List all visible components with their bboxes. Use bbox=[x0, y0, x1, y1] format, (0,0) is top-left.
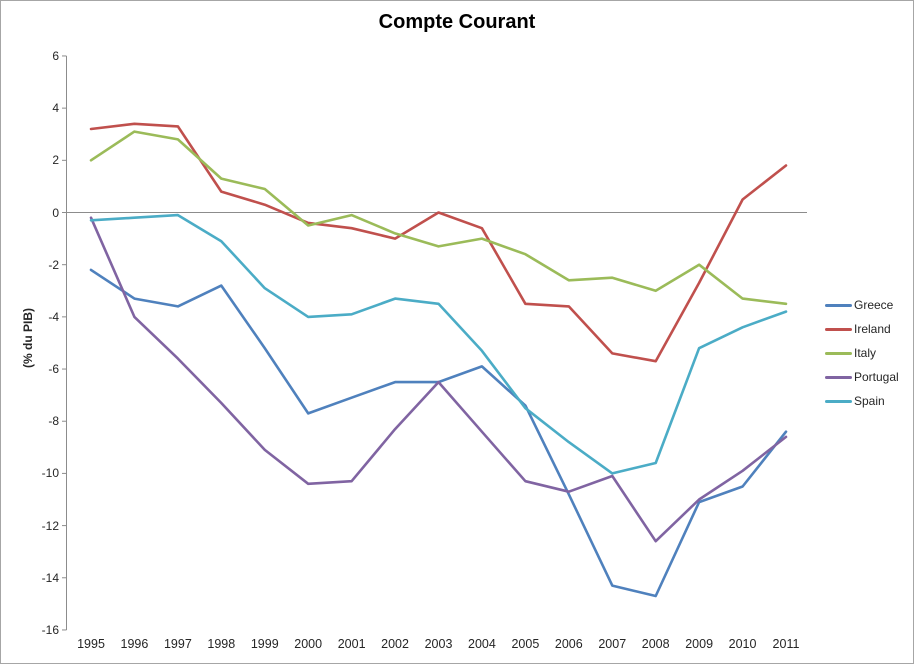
y-tick-label--6: -6 bbox=[48, 362, 59, 377]
y-tick-label-6: 6 bbox=[52, 48, 59, 63]
x-tick-label-1995: 1995 bbox=[77, 637, 105, 651]
legend-label-ireland: Ireland bbox=[854, 322, 891, 336]
series-line-greece bbox=[89, 268, 788, 598]
x-tick-label-2000: 2000 bbox=[294, 637, 323, 651]
y-tick-label-2: 2 bbox=[52, 153, 59, 168]
legend-item-spain: Spain bbox=[825, 389, 899, 413]
series-line-ireland bbox=[89, 122, 788, 363]
y-tick-label-4: 4 bbox=[52, 101, 59, 116]
x-tick-label-2011: 2011 bbox=[772, 637, 800, 651]
x-tick-label-1998: 1998 bbox=[207, 637, 236, 651]
y-tick-label--16: -16 bbox=[41, 622, 59, 637]
x-tick-label-2007: 2007 bbox=[598, 637, 627, 651]
x-tick-label-2006: 2006 bbox=[554, 637, 583, 651]
chart-title: Compte Courant bbox=[378, 11, 536, 33]
y-tick-label-0: 0 bbox=[52, 205, 59, 220]
series-line-italy bbox=[89, 130, 788, 306]
y-tick-label--4: -4 bbox=[48, 309, 59, 324]
x-tick-label-1999: 1999 bbox=[250, 637, 279, 651]
y-tick-label--12: -12 bbox=[41, 518, 59, 533]
legend-item-portugal: Portugal bbox=[825, 365, 899, 389]
legend-label-greece: Greece bbox=[854, 298, 894, 312]
legend-swatch-greece bbox=[825, 303, 852, 307]
y-tick-label--14: -14 bbox=[41, 570, 59, 585]
legend-item-italy: Italy bbox=[825, 341, 899, 365]
y-tick-label--8: -8 bbox=[48, 414, 59, 429]
x-tick-label-2001: 2001 bbox=[337, 637, 366, 651]
legend-label-spain: Spain bbox=[854, 394, 885, 408]
y-tick-label--10: -10 bbox=[41, 466, 59, 481]
legend-item-greece: Greece bbox=[825, 293, 899, 317]
legend-swatch-spain bbox=[825, 399, 852, 403]
x-tick-label-2005: 2005 bbox=[511, 637, 540, 651]
x-tick-label-2008: 2008 bbox=[641, 637, 670, 651]
x-tick-label-1996: 1996 bbox=[120, 637, 149, 651]
x-tick-label-2003: 2003 bbox=[424, 637, 453, 651]
series-line-spain bbox=[89, 213, 788, 475]
legend-swatch-portugal bbox=[825, 375, 852, 379]
legend-item-ireland: Ireland bbox=[825, 317, 899, 341]
x-tick-label-2010: 2010 bbox=[728, 637, 757, 651]
legend-label-portugal: Portugal bbox=[854, 370, 899, 384]
x-tick-label-2004: 2004 bbox=[468, 637, 496, 651]
legend-swatch-italy bbox=[825, 351, 852, 355]
x-tick-label-2009: 2009 bbox=[685, 637, 714, 651]
legend-swatch-ireland bbox=[825, 327, 852, 331]
y-tick-label--2: -2 bbox=[48, 257, 59, 272]
x-tick-label-2002: 2002 bbox=[381, 637, 409, 651]
series-line-portugal bbox=[89, 216, 788, 543]
legend-label-italy: Italy bbox=[854, 346, 877, 360]
legend: Greece Ireland Italy Portugal Spain bbox=[825, 293, 899, 413]
x-tick-label-1997: 1997 bbox=[163, 637, 192, 651]
